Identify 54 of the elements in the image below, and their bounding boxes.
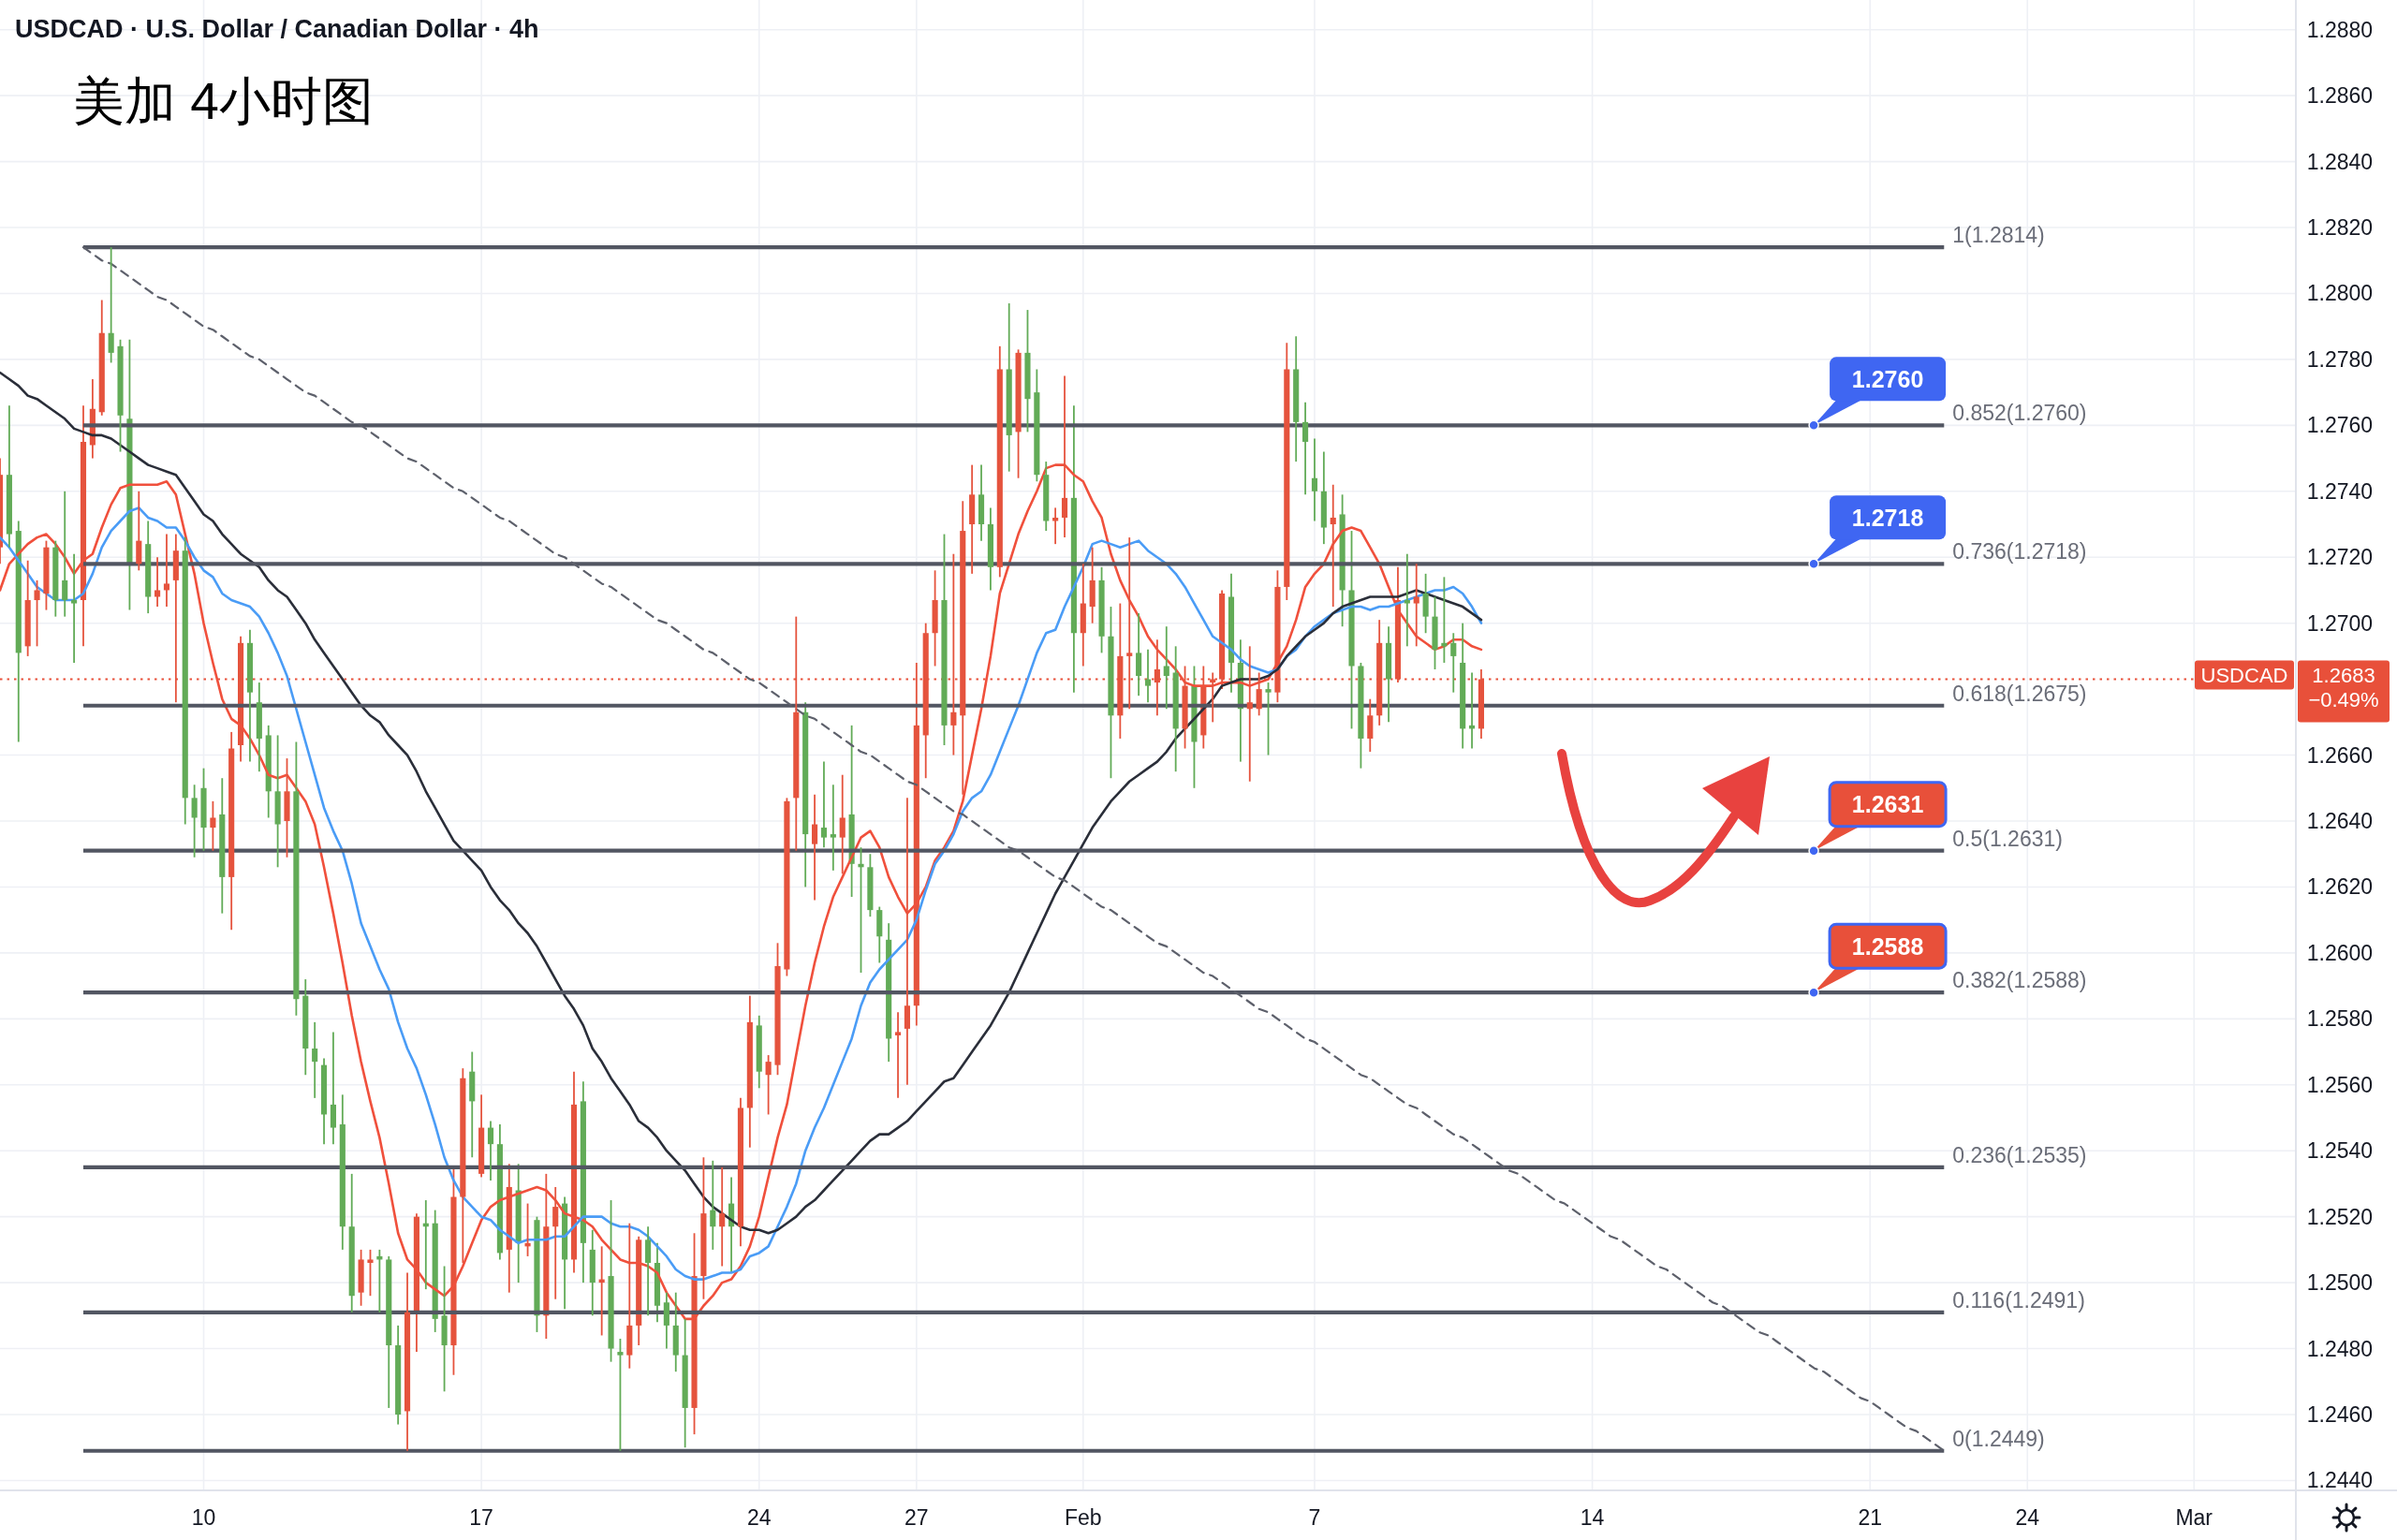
x-tick: 10 [191,1505,216,1530]
x-tick: 24 [2015,1505,2040,1530]
x-tick: 24 [746,1505,772,1530]
x-tick: 14 [1580,1505,1605,1530]
y-tick: 1.2640 [2306,809,2374,833]
line-name: 0(1.2449) [1952,1426,2045,1451]
y-tick: 1.2560 [2306,1072,2374,1097]
ref-line-label: USDCAD [2195,660,2294,690]
y-tick: 1.2460 [2306,1402,2374,1427]
line-name: 0.852(1.2760) [1952,401,2087,426]
line-name: 0.382(1.2588) [1952,968,2087,993]
y-tick: 1.2800 [2306,281,2374,306]
price-tag: 1.2683 −0.49% [2298,660,2390,723]
x-tick: Mar [2175,1505,2213,1530]
annotation: 1.2760 [1851,365,1924,392]
y-tick: 1.2540 [2306,1138,2374,1164]
y-tick: 1.2700 [2306,610,2374,636]
annotation: 1.2718 [1851,504,1924,531]
ref-line-label: USDCAD [2200,663,2288,687]
y-tick: 1.2860 [2306,83,2374,109]
y-tick: 1.2760 [2306,413,2374,438]
line-name: 1(1.2814) [1952,223,2045,248]
annotation: 1.2588 [1851,932,1924,960]
x-tick: 7 [1308,1505,1321,1530]
x-tick: 27 [904,1505,929,1530]
y-tick: 1.2840 [2306,149,2374,174]
subtitle: 美加 4小时图 [73,72,374,130]
y-tick: 1.2880 [2306,17,2374,42]
line-name: 0.116(1.2491) [1952,1287,2085,1313]
y-tick: 1.2620 [2306,874,2374,900]
x-tick: Feb [1064,1505,1102,1530]
y-tick: 1.2600 [2306,940,2374,965]
y-tick: 1.2660 [2306,742,2374,768]
callout: 1.2760 [1808,357,1947,432]
line-name: 0.236(1.2535) [1952,1142,2087,1167]
x-tick: 21 [1858,1505,1882,1530]
y-tick: 1.2720 [2306,545,2374,570]
callout: 1.2718 [1808,495,1947,570]
annotation: 1.2631 [1851,791,1924,818]
y-tick: 1.2440 [2306,1468,2374,1493]
title: USDCAD · U.S. Dollar / Canadian Dollar · 4h [15,15,539,43]
y-tick: 1.2520 [2306,1204,2374,1229]
y-tick: 1.2500 [2306,1270,2374,1296]
y-tick: 1.2820 [2306,215,2374,241]
line-name: 0.736(1.2718) [1952,539,2087,565]
callout: 1.2631 [1808,781,1948,857]
line-name: 0.618(1.2675) [1952,681,2087,706]
y-tick: 1.2480 [2306,1336,2374,1361]
line-name: 0.5(1.2631) [1952,826,2063,851]
y-tick: 1.2740 [2306,478,2374,504]
y-tick: 1.2580 [2306,1006,2374,1032]
x-tick: 17 [469,1505,493,1530]
callout: 1.2588 [1808,922,1948,998]
y-tick: 1.2780 [2306,346,2374,372]
